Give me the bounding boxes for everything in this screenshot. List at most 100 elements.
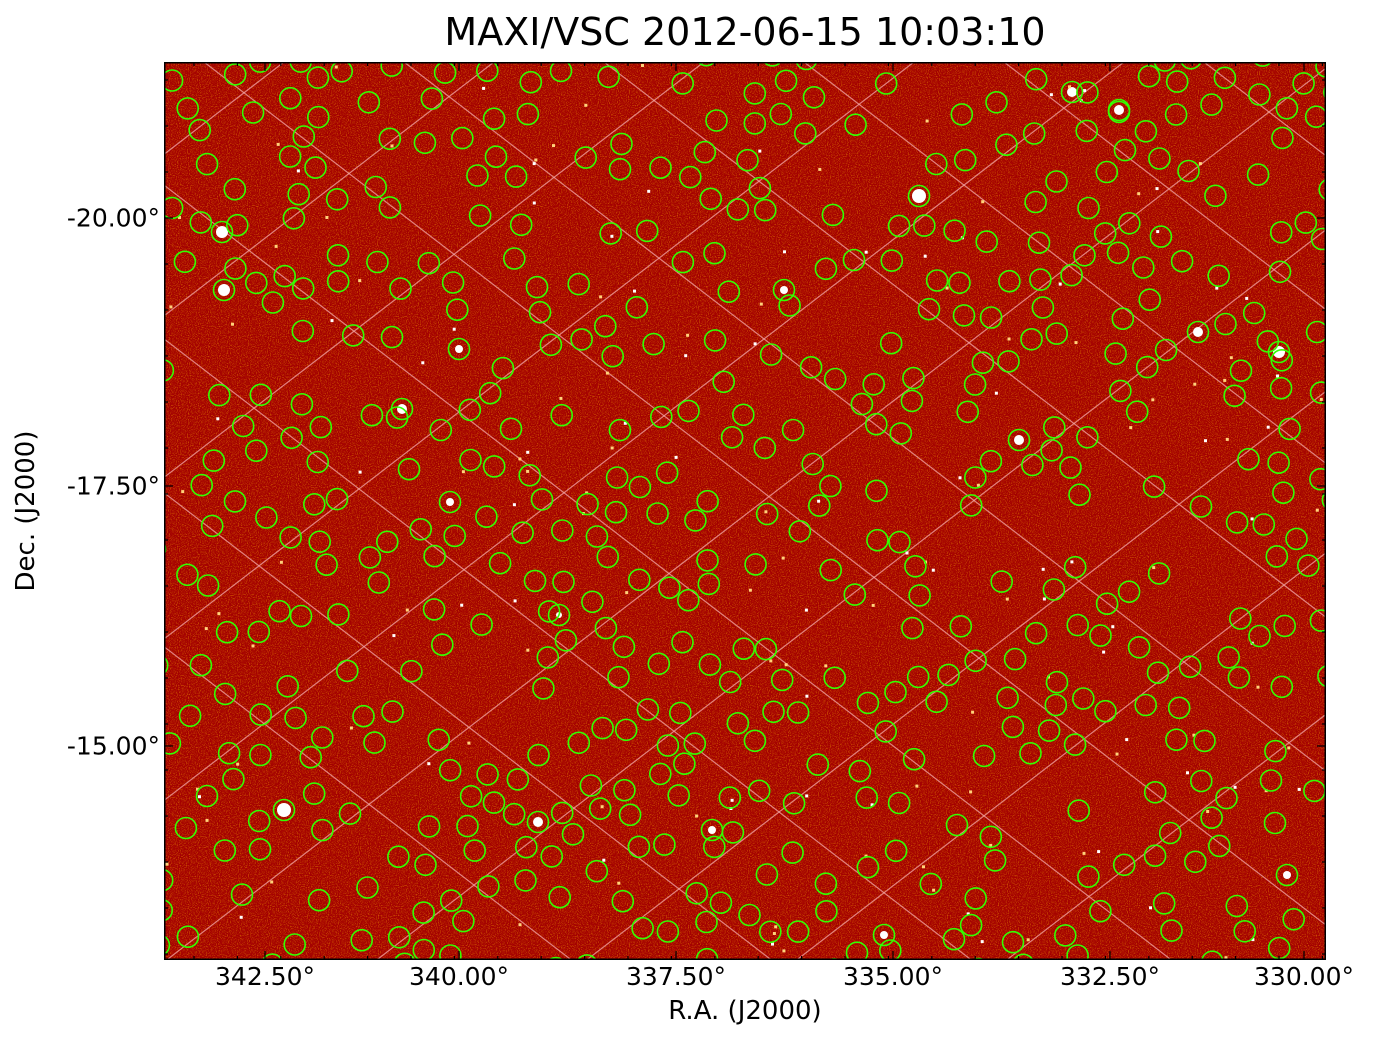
source-marker-circle (917, 297, 941, 321)
source-marker-circle (381, 700, 404, 723)
bright-source (1014, 435, 1024, 445)
source-marker-circle (230, 883, 254, 906)
grid-line (803, 62, 1326, 465)
source-marker-circle (530, 488, 554, 511)
source-marker-circle (611, 889, 635, 913)
source-marker-circle (604, 500, 628, 524)
source-marker-circle (207, 383, 231, 407)
faint-source (274, 244, 278, 248)
source-marker-circle (1060, 80, 1084, 104)
source-marker-circle (1167, 696, 1191, 720)
source-marker-circle (872, 923, 896, 947)
source-marker-circle (964, 649, 987, 673)
faint-source (460, 603, 464, 607)
grid-line (164, 62, 915, 640)
source-marker-circle (1152, 892, 1176, 915)
source-marker-circle (793, 122, 817, 145)
source-marker-circle (823, 666, 847, 690)
faint-source (864, 250, 868, 254)
source-marker-circle (1019, 741, 1042, 765)
source-marker-circle (786, 701, 810, 724)
source-marker-circle (1160, 919, 1183, 942)
source-marker-circle (902, 747, 926, 771)
source-marker-circle (1143, 780, 1167, 804)
source-marker-circle (282, 207, 306, 230)
source-marker-circle (476, 763, 499, 786)
faint-source (1155, 187, 1159, 191)
source-marker-circle (1024, 67, 1048, 91)
source-marker-circle (943, 219, 966, 242)
source-marker-circle (1282, 907, 1305, 931)
source-marker-circle (1067, 799, 1091, 822)
source-marker-circle (195, 784, 219, 808)
faint-source (325, 216, 329, 219)
source-marker-circle (990, 570, 1014, 593)
source-marker-circle (1073, 244, 1096, 267)
source-marker-circle (400, 659, 423, 683)
faint-source (774, 925, 778, 929)
source-marker-circle (514, 835, 538, 859)
faint-source (922, 865, 925, 869)
source-marker-circle (550, 403, 574, 427)
source-marker-circle (241, 101, 265, 124)
faint-source (945, 286, 949, 290)
source-marker-circle (788, 519, 812, 543)
source-marker-circle (1229, 359, 1253, 383)
source-marker-circle (998, 269, 1021, 293)
source-marker-circle (518, 463, 542, 487)
source-marker-circle (1029, 268, 1052, 291)
faint-source (1206, 810, 1210, 813)
source-marker-circle (953, 148, 977, 172)
source-marker-circle (601, 344, 625, 368)
grid-line (164, 62, 1125, 802)
source-marker-circle (287, 182, 310, 206)
faint-source (602, 858, 606, 862)
plot-title: MAXI/VSC 2012-06-15 10:03:10 (444, 10, 1046, 54)
source-marker-circle (874, 720, 898, 743)
source-marker-circle (699, 187, 723, 211)
source-marker-circle (336, 659, 359, 683)
faint-source (330, 319, 334, 323)
faint-source (217, 612, 221, 616)
source-marker-circle (1063, 555, 1087, 579)
source-marker-circle (770, 668, 794, 692)
source-marker-circle (693, 140, 717, 164)
source-marker-circle (819, 558, 843, 582)
source-marker-circle (1158, 821, 1182, 845)
source-marker-circle (614, 718, 638, 742)
source-marker-circle (502, 247, 526, 270)
source-marker-circle (289, 604, 313, 628)
source-marker-circle (311, 818, 334, 842)
source-marker-circle (1200, 806, 1223, 830)
source-marker-circle (1037, 719, 1061, 742)
source-marker-circle (1170, 249, 1194, 273)
y-tick-label: -20.00° (66, 203, 160, 233)
source-marker-circle (1269, 221, 1293, 244)
source-marker-circle (261, 953, 283, 960)
source-marker-circle (576, 954, 597, 960)
source-marker-circle (292, 125, 316, 148)
source-marker-circle (190, 473, 214, 497)
faint-source (600, 805, 604, 809)
grid-line (164, 62, 705, 479)
source-marker-circle (744, 553, 767, 576)
source-marker-circle (248, 62, 272, 73)
source-marker-circle (1040, 438, 1063, 462)
source-marker-circle (594, 616, 618, 640)
source-marker-circle (1309, 609, 1326, 632)
source-marker-circle (189, 211, 213, 234)
source-marker-circle (1271, 126, 1294, 150)
source-marker-circle (482, 791, 506, 814)
source-marker-circle (550, 519, 574, 542)
source-marker-circle (995, 133, 1018, 156)
source-marker-circle (223, 63, 247, 86)
faint-source (931, 568, 935, 572)
source-marker-circle (441, 271, 465, 294)
source-marker-circle (843, 583, 867, 606)
source-marker-circle (525, 275, 549, 299)
source-marker-circle (358, 546, 382, 569)
source-marker-circle (164, 656, 169, 675)
bright-source (780, 286, 788, 294)
source-marker-circle (527, 743, 550, 767)
source-marker-circle (224, 257, 247, 280)
